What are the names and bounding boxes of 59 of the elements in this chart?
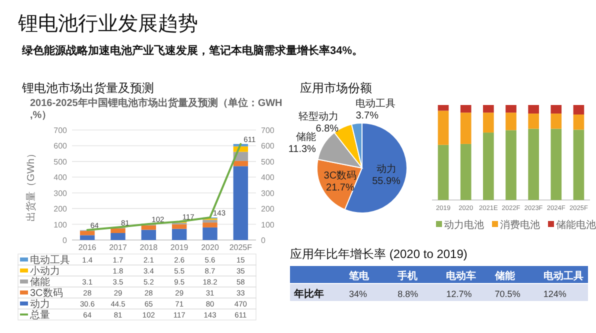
slice-label: 3C数码 (324, 170, 357, 182)
y2-tick-label: 500 (261, 157, 275, 166)
x-tick-label: 2020 (201, 243, 220, 252)
x-tick-label: 2017 (109, 243, 128, 252)
y2-tick-label: 400 (261, 173, 275, 182)
legend-label: 动力 (30, 298, 50, 310)
y-tick-label: 200 (54, 204, 68, 214)
data-label: 3.7% (356, 110, 379, 122)
legend-label: 储能 (30, 276, 50, 288)
category-label: 储能 (494, 270, 516, 282)
y2-tick-label: 600 (261, 142, 275, 151)
y2-tick-label: 100 (261, 220, 275, 230)
slice-label: 电动工具 (356, 97, 396, 110)
legend-label: 消费电池 (500, 219, 540, 231)
category-label: 笔电 (348, 270, 370, 282)
category-label: 手机 (396, 270, 418, 282)
legend-label: 小动力 (30, 265, 60, 277)
data-label: 70.5% (494, 289, 520, 299)
chart-title: 锂电池市场出货量及预测 (21, 81, 154, 95)
data-label: 124% (543, 289, 566, 299)
slice-label: 储能 (296, 130, 316, 143)
y-tick-label: 600 (54, 142, 68, 151)
legend-label: 3C数码 (30, 288, 63, 299)
y-tick-label: 0 (62, 236, 68, 245)
x-tick-label: 2025F (229, 243, 252, 252)
chart-title: 应用市场份额 (300, 81, 372, 95)
y-axis-title: 出货量（GWh） (25, 148, 37, 222)
category-label: 电动工具 (543, 270, 584, 282)
x-tick-label: 2018 (140, 243, 158, 252)
slice-label: 轻型动力 (298, 110, 339, 122)
y-tick-label: 700 (54, 126, 68, 135)
data-label: 55.9% (372, 176, 401, 187)
y2-tick-label: 700 (261, 126, 275, 135)
legend-label: 动力电池 (444, 219, 484, 231)
category-label: 电动车 (446, 270, 476, 282)
text: 应用年比年增长率 (2020 to 2019) (290, 247, 468, 261)
legend-label: 储能电池 (556, 219, 596, 231)
data-label: 34% (349, 289, 368, 299)
y-tick-label: 500 (54, 157, 68, 166)
data-label: 8.8% (398, 289, 418, 299)
data-label: 6.8% (316, 123, 339, 134)
chart-subtitle: 2016-2025年中国锂电池市场出货量及预测（单位：GWH,%） (30, 97, 282, 121)
y2-tick-label: 0 (261, 236, 266, 245)
y-tick-label: 300 (54, 188, 68, 198)
slice-label: 动力 (376, 162, 396, 175)
x-tick-label: 2016 (78, 243, 97, 252)
legend-label: 总量 (29, 309, 50, 321)
y-tick-label: 100 (54, 220, 68, 230)
data-label: 12.7% (446, 289, 472, 299)
y2-tick-label: 200 (261, 204, 275, 214)
y-tick-label: 400 (54, 173, 68, 182)
text: 锂电池行业发展趋势 (17, 13, 198, 35)
x-tick-label: 2019 (170, 243, 189, 252)
y2-tick-label: 300 (261, 188, 275, 198)
data-label: 21.7% (326, 182, 354, 194)
text: 绿色能源战略加速电池产业飞速发展，笔记本电脑需求量增长率34%。 (21, 44, 364, 57)
text: 年比年 (293, 288, 324, 300)
data-label: 11.3% (288, 144, 316, 155)
legend-label: 电动工具 (30, 254, 70, 266)
